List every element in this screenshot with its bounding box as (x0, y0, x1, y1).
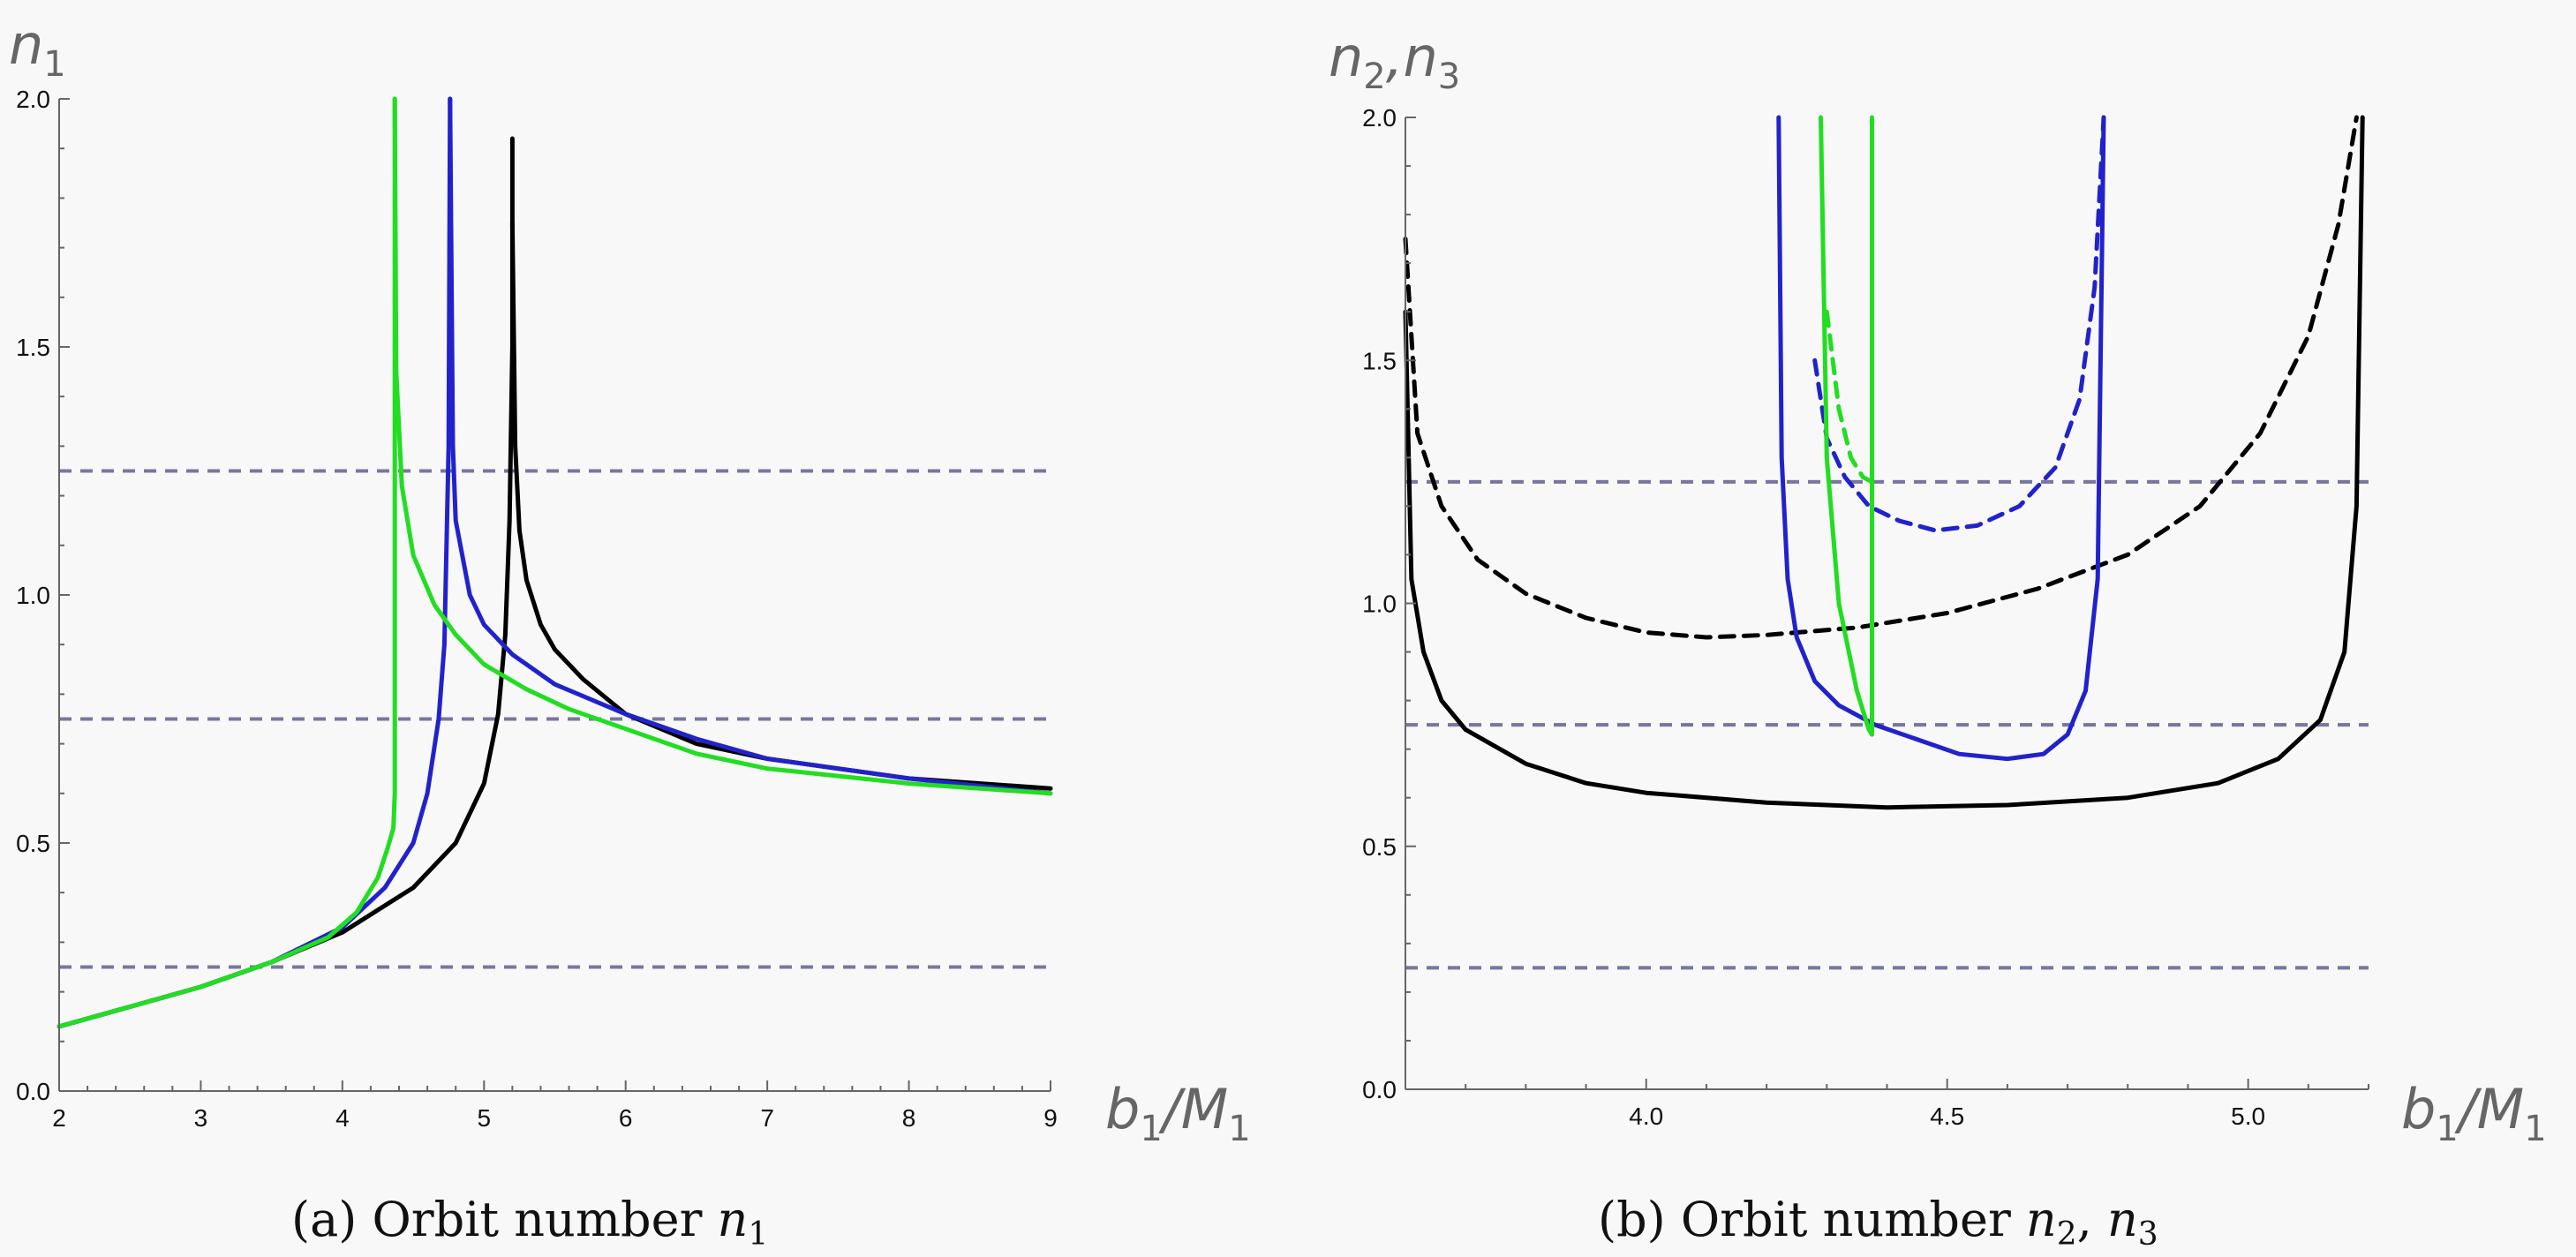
panel-a-xtick-label-4: 6 (619, 1104, 633, 1132)
panel-a-xlabel: b1/M1 (1105, 1077, 1251, 1149)
panel-a-ytick-label-0: 0.0 (16, 1078, 50, 1105)
panel-b-series-0 (1403, 115, 2365, 810)
panel-a-ytick-label-2: 1.0 (16, 582, 50, 609)
panel-b-ytick-label-3: 1.5 (1362, 347, 1397, 374)
panel-b-xlabel: b1/M1 (2401, 1077, 2547, 1149)
panel-a-xtick-label-5: 7 (760, 1104, 774, 1132)
panel-a-xtick-label-1: 3 (194, 1104, 208, 1132)
panel-a-chart: 2 3 4 5 6 7 8 9 0.0 0.5 1.0 1.5 2.0 n1 b1/M1 (a) Orb… (9, 12, 1251, 1253)
panel-b-series-3 (1812, 115, 2106, 533)
panel-a-series-1 (509, 221, 1053, 791)
panel-a-xtick-label-2: 4 (335, 1104, 350, 1132)
panel-b-axes: 4.0 4.5 5.0 0.0 0.5 1.0 1.5 2.0 (1362, 104, 2369, 1130)
panel-b-series (1403, 115, 2365, 810)
panel-b-ytick-label-2: 1.0 (1362, 591, 1397, 618)
panel-b-ytick-label-0: 0.0 (1362, 1076, 1397, 1103)
panel-b-xtick-label-1: 4.5 (1930, 1103, 1964, 1130)
panel-a-xtick-label-7: 9 (1043, 1104, 1058, 1132)
panel-b-xtick-label-2: 5.0 (2231, 1103, 2265, 1130)
panel-b-ytick-label-1: 0.5 (1362, 833, 1397, 861)
panel-b-series-4 (1819, 115, 1874, 737)
panel-b-series-1 (1403, 115, 2359, 640)
panel-b-ylabel: n2,n3 (1329, 25, 1460, 97)
panel-a-ytick-label-3: 1.5 (16, 334, 50, 361)
panel-a-ytick-label-1: 0.5 (16, 830, 50, 857)
panel-a-caption: (a) Orbit number n1 (291, 1192, 768, 1253)
panel-b-series-5 (1824, 309, 1874, 485)
panel-b-caption: (b) Orbit number n2, n3 (1598, 1192, 2158, 1253)
panel-a-series-5 (392, 96, 1053, 796)
panel-a-ytick-label-4: 2.0 (16, 86, 50, 113)
panel-a-series-2 (56, 96, 453, 1029)
panel-a-ylabel: n1 (9, 12, 66, 85)
panel-b-ytick-label-4: 2.0 (1362, 104, 1397, 132)
panel-b-reference-lines (1405, 479, 2369, 970)
panel-a-series-4 (56, 96, 397, 1029)
panel-a-xtick-label-6: 8 (902, 1104, 916, 1132)
panel-b-chart: 4.0 4.5 5.0 0.0 0.5 1.0 1.5 2.0 n2,n3 b1/M1 (b)… (1329, 25, 2547, 1253)
panel-a-xtick-label-0: 2 (52, 1104, 66, 1132)
panel-b-series-2 (1776, 115, 2106, 762)
panel-b-xtick-label-0: 4.0 (1629, 1103, 1663, 1130)
panel-a-axes: 2 3 4 5 6 7 8 9 0.0 0.5 1.0 1.5 2.0 (16, 86, 1058, 1132)
panel-a-series-3 (448, 96, 1053, 796)
panel-a-reference-lines (59, 469, 1051, 969)
panel-a-series (56, 96, 1053, 1029)
panel-a-xtick-label-3: 5 (477, 1104, 491, 1132)
